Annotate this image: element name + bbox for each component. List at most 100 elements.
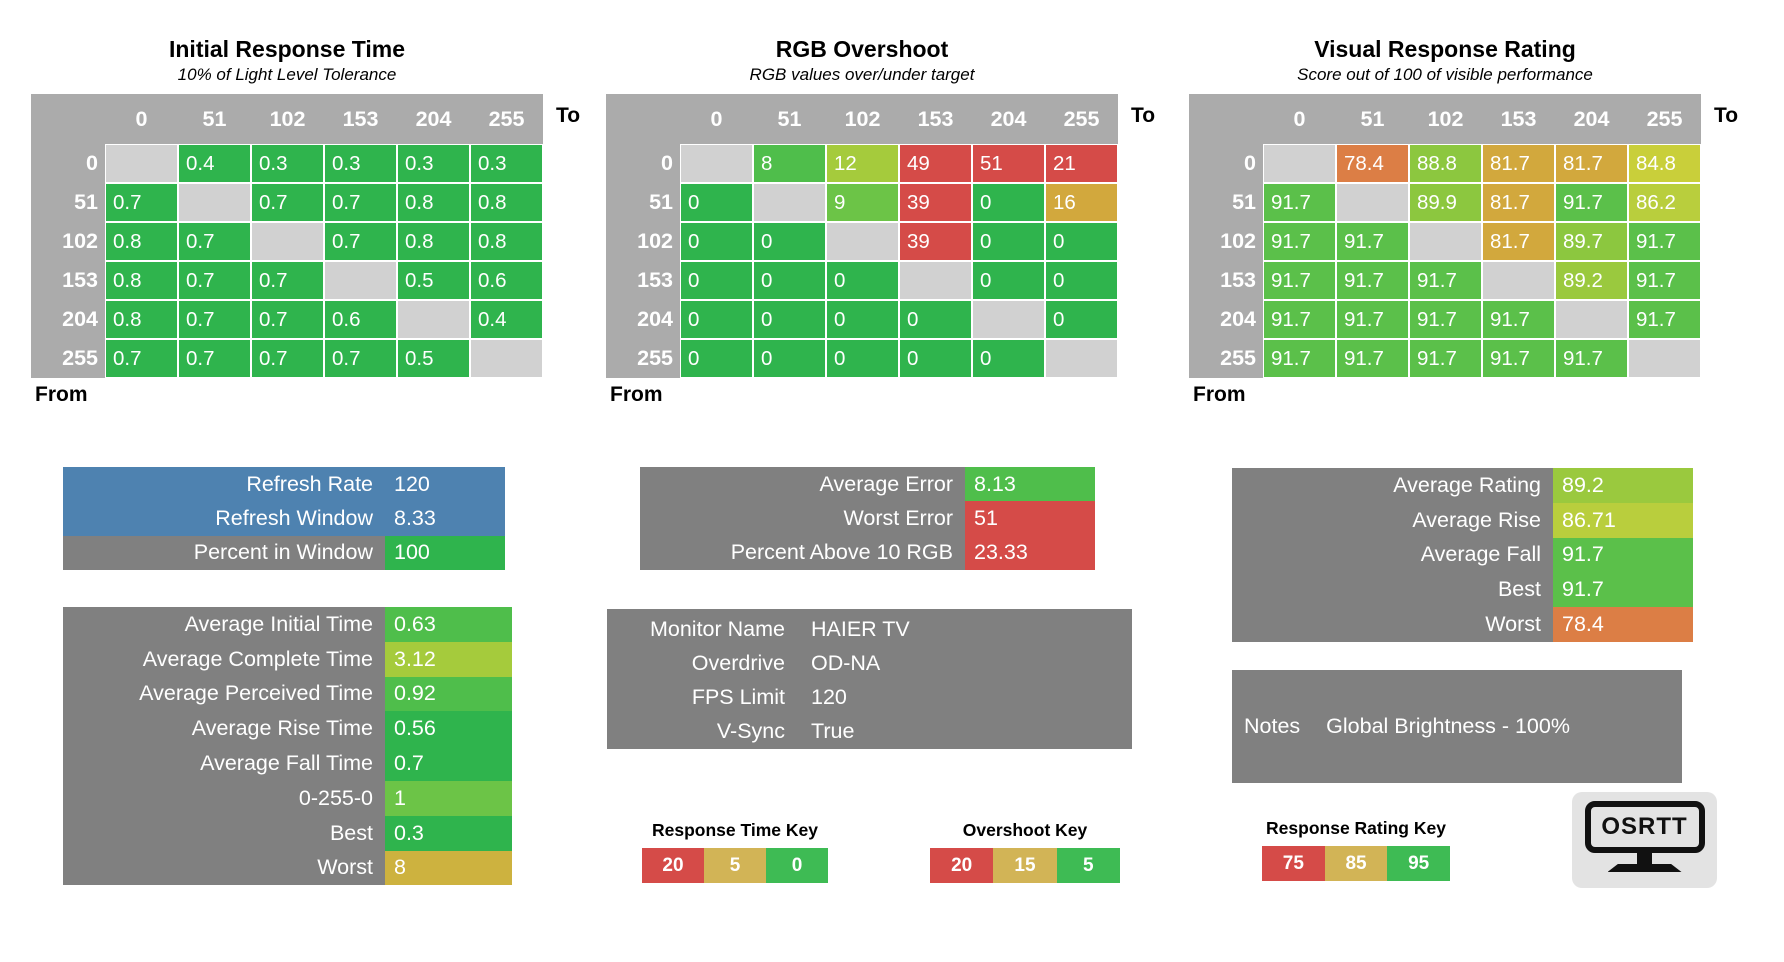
stat-row: Worst Error 51 [640, 501, 1095, 536]
heatmap-cell: 91.7 [1263, 222, 1336, 261]
heatmap-cell: 86.2 [1628, 183, 1701, 222]
row-header: 153 [31, 261, 105, 300]
heatmap-cell: 0 [972, 183, 1045, 222]
heatmap-cell: 89.7 [1555, 222, 1628, 261]
corner-cell [31, 94, 105, 144]
empty-diagonal-cell [1336, 183, 1409, 222]
row-header: 51 [31, 183, 105, 222]
key-segment: 15 [993, 848, 1057, 883]
key-title: Overshoot Key [962, 820, 1088, 840]
heatmap-cell: 0.5 [397, 339, 470, 378]
heatmap-cell: 0.7 [324, 222, 397, 261]
stat-row: Average Complete Time 3.12 [63, 641, 512, 677]
key-title: Response Rating Key [1266, 818, 1446, 838]
heatmap-cell: 0.7 [251, 183, 324, 222]
key-segment: 5 [1056, 848, 1120, 883]
empty-diagonal-cell [753, 183, 826, 222]
heatmap-cell: 0 [680, 222, 753, 261]
empty-diagonal-cell [826, 222, 899, 261]
stat-row: Monitor Name HAIER TV [607, 612, 1132, 646]
heatmap-cell: 0.3 [397, 144, 470, 183]
stat-value: HAIER TV [811, 616, 910, 641]
heatmap-cell: 0.7 [178, 300, 251, 339]
stat-label: Worst [1232, 607, 1553, 642]
stat-label: 0-255-0 [63, 780, 385, 816]
empty-diagonal-cell [1628, 339, 1701, 378]
corner-cell [606, 94, 680, 144]
empty-diagonal-cell [470, 339, 543, 378]
heatmap-cell: 81.7 [1555, 144, 1628, 183]
col-header: 0 [1263, 94, 1336, 144]
heatmap-cell: 0 [899, 339, 972, 378]
heatmap-cell: 0.8 [397, 222, 470, 261]
col-header: 255 [470, 94, 543, 144]
monitor-info-panel: Monitor Name HAIER TV Overdrive OD-NA FPS Li… [607, 609, 1132, 749]
heatmap-cell: 0 [680, 339, 753, 378]
stat-value: 120 [385, 467, 505, 502]
heatmap-cell: 91.7 [1263, 339, 1336, 378]
heatmap-cell: 91.7 [1336, 339, 1409, 378]
stat-value: 89.2 [1553, 468, 1693, 503]
heatmap-cell: 0.7 [178, 222, 251, 261]
row-header: 204 [606, 300, 680, 339]
heatmap-cell: 0 [972, 222, 1045, 261]
stat-value: 8.13 [965, 467, 1095, 502]
col-header: 102 [251, 94, 324, 144]
stat-value: 3.12 [385, 641, 512, 677]
key-segment: 85 [1324, 846, 1388, 881]
stat-value: True [811, 719, 855, 744]
row-header: 0 [1189, 144, 1263, 183]
col-header: 0 [105, 94, 178, 144]
row-header: 255 [31, 339, 105, 378]
heatmap-cell: 0 [753, 339, 826, 378]
stat-row: 0-255-0 1 [63, 780, 512, 816]
stat-label: Best [1232, 572, 1553, 608]
row-header: 102 [1189, 222, 1263, 261]
key-segment: 0 [766, 848, 828, 883]
heatmap-cell: 0.7 [105, 339, 178, 378]
row-header: 51 [606, 183, 680, 222]
stat-row: Overdrive OD-NA [607, 646, 1132, 680]
row-header: 102 [31, 222, 105, 261]
heatmap-cell: 0.8 [105, 222, 178, 261]
overshoot-stats-panel: Average Error 8.13 Worst Error 51 Percent Ab… [640, 467, 1095, 571]
heatmap-initial-response-time: Initial Response Time 10% of Light Level… [31, 30, 580, 407]
stat-label: Percent Above 10 RGB [640, 535, 965, 571]
heatmap-cell: 89.9 [1409, 183, 1482, 222]
key-segment: 95 [1387, 846, 1451, 881]
heatmap-cell: 0.7 [324, 183, 397, 222]
stat-value: 78.4 [1553, 607, 1693, 642]
notes-panel: Notes Global Brightness - 100% [1232, 670, 1682, 783]
heatmap-cell: 91.7 [1336, 222, 1409, 261]
col-header: 153 [1482, 94, 1555, 144]
stat-row: Average Perceived Time 0.92 [63, 676, 512, 712]
heatmap-cell: 0.7 [178, 339, 251, 378]
col-header: 0 [680, 94, 753, 144]
heatmap-cell: 0.8 [470, 222, 543, 261]
empty-diagonal-cell [1045, 339, 1118, 378]
heatmap-cell: 0.8 [470, 183, 543, 222]
heatmap-cell: 91.7 [1555, 339, 1628, 378]
empty-diagonal-cell [178, 183, 251, 222]
rating-stats-panel: Average Rating 89.2 Average Rise 86.71 Avera… [1232, 468, 1693, 642]
heatmap-cell: 39 [899, 183, 972, 222]
col-header: 51 [178, 94, 251, 144]
heatmap-visual-response-rating: Visual Response Rating Score out of 100 … [1189, 30, 1738, 407]
empty-diagonal-cell [397, 300, 470, 339]
corner-cell [1189, 94, 1263, 144]
notes-label: Notes [1244, 714, 1301, 738]
stat-value: OD-NA [811, 650, 881, 675]
stat-row: Worst 8 [63, 850, 512, 886]
stat-value: 0.56 [385, 711, 512, 747]
heatmap-cell: 91.7 [1336, 300, 1409, 339]
heatmap-cell: 78.4 [1336, 144, 1409, 183]
empty-diagonal-cell [1409, 222, 1482, 261]
heatmap-cell: 0.8 [105, 300, 178, 339]
heatmap-cell: 0 [826, 261, 899, 300]
heatmap-cell: 0.3 [470, 144, 543, 183]
empty-diagonal-cell [251, 222, 324, 261]
stat-row: Average Fall Time 0.7 [63, 746, 512, 781]
heatmap-cell: 0 [1045, 261, 1118, 300]
monitor-icon: OSRTT [1584, 801, 1705, 853]
col-header: 102 [826, 94, 899, 144]
